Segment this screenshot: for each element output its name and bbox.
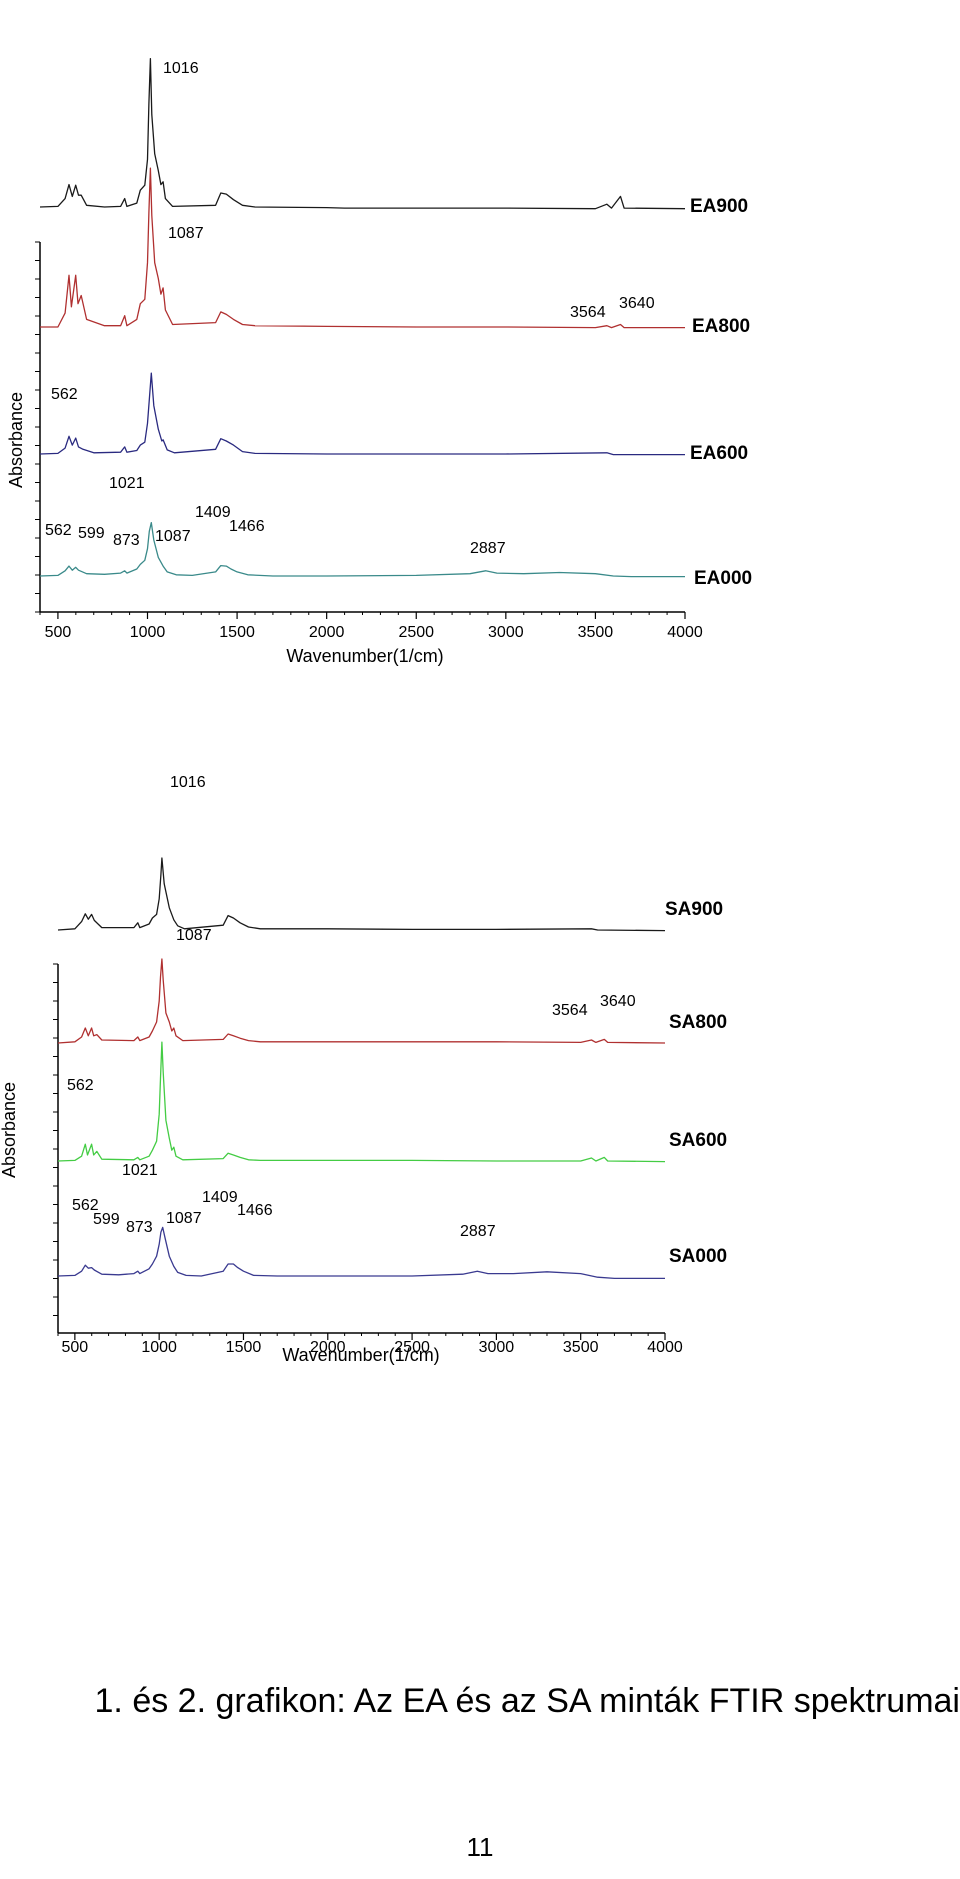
chart1-labels: EA900 EA800 EA600 EA000 1016 1087 3564 3640 562 1… (45, 60, 752, 589)
x-tick-label: 3000 (488, 624, 524, 641)
chart2-labels: SA900 SA800 SA600 SA000 1016 1087 3564 3640 562 1… (67, 774, 727, 1267)
peak-annotation: 1087 (155, 528, 191, 545)
series-ea900 (39, 57, 686, 210)
x-tick-label: 3500 (563, 1339, 599, 1356)
peak-annotation: 1409 (195, 504, 231, 521)
ftir-chart-sa: 500 1000 1500 2000 2500 3000 3500 4000 Wavenumbe… (0, 774, 727, 1365)
peak-annotation: 2887 (470, 540, 506, 557)
series-sa800 (57, 958, 666, 1044)
series-label-sa800: SA800 (669, 1012, 727, 1033)
x-tick-label: 3000 (479, 1339, 515, 1356)
series-sa000 (57, 1226, 665, 1280)
peak-annotation: 1466 (229, 518, 265, 535)
series-sa600 (57, 1041, 666, 1163)
y-axis-label: Absorbance (6, 392, 26, 488)
series-label-sa000: SA000 (669, 1246, 727, 1267)
series-ea600 (39, 372, 685, 456)
x-tick-label: 3500 (578, 624, 614, 641)
x-tick-label: 500 (62, 1339, 89, 1356)
x-axis-label: Wavenumber(1/cm) (286, 646, 443, 666)
peak-annotation: 562 (72, 1197, 99, 1214)
x-tick-label: 1000 (130, 624, 166, 641)
series-label-ea900: EA900 (690, 196, 748, 217)
series-sa900 (57, 857, 666, 932)
y-axis-label: Absorbance (0, 1082, 19, 1178)
x-tick-label: 4000 (667, 624, 703, 641)
peak-annotation: 1021 (109, 475, 145, 492)
x-tick-label: 2500 (398, 624, 434, 641)
peak-annotation: 3564 (552, 1002, 588, 1019)
peak-annotation: 3640 (600, 993, 636, 1010)
x-tick-label: 2500 (394, 1339, 430, 1356)
series-label-ea800: EA800 (692, 316, 750, 337)
x-tick-label: 1500 (219, 624, 255, 641)
page-number: 11 (466, 1832, 494, 1862)
peak-annotation: 599 (78, 525, 105, 542)
figure-caption: 1. és 2. grafikon: Az EA és az SA minták… (94, 1682, 960, 1720)
peak-annotation: 1409 (202, 1189, 238, 1206)
peak-annotation: 2887 (460, 1223, 496, 1240)
peak-annotation: 1016 (170, 774, 206, 791)
peak-annotation: 873 (113, 532, 140, 549)
chart2-axes: 500 1000 1500 2000 2500 3000 3500 4000 Wavenumbe… (0, 963, 683, 1365)
peak-annotation: 1087 (168, 225, 204, 242)
series-label-ea600: EA600 (690, 443, 748, 464)
peak-annotation: 3640 (619, 295, 655, 312)
peak-annotation: 1016 (163, 60, 199, 77)
chart1-axes: 500 1000 1500 2000 2500 3000 3500 4000 Wavenumbe… (6, 241, 703, 666)
ftir-chart-ea: 500 1000 1500 2000 2500 3000 3500 4000 Wavenumbe… (6, 57, 752, 666)
peak-annotation: 599 (93, 1211, 120, 1228)
chart2-series-group (57, 857, 666, 1280)
series-label-sa900: SA900 (665, 899, 723, 920)
peak-annotation: 1087 (166, 1210, 202, 1227)
x-tick-label: 1500 (226, 1339, 262, 1356)
x-tick-label: 1000 (141, 1339, 177, 1356)
peak-annotation: 1021 (122, 1162, 158, 1179)
x-tick-label: 4000 (647, 1339, 683, 1356)
peak-annotation: 562 (45, 522, 72, 539)
x-axis-label: Wavenumber(1/cm) (282, 1345, 439, 1365)
peak-annotation: 562 (67, 1077, 94, 1094)
peak-annotation: 1087 (176, 927, 212, 944)
x-tick-label: 500 (45, 624, 72, 641)
series-label-ea000: EA000 (694, 568, 752, 589)
peak-annotation: 562 (51, 386, 78, 403)
peak-annotation: 1466 (237, 1202, 273, 1219)
series-label-sa600: SA600 (669, 1130, 727, 1151)
peak-annotation: 873 (126, 1219, 153, 1236)
series-ea000 (39, 521, 685, 578)
x-tick-label: 2000 (309, 624, 345, 641)
peak-annotation: 3564 (570, 304, 606, 321)
x-tick-label: 2000 (310, 1339, 346, 1356)
chart1-series-group (39, 57, 686, 578)
series-ea800 (40, 167, 685, 329)
